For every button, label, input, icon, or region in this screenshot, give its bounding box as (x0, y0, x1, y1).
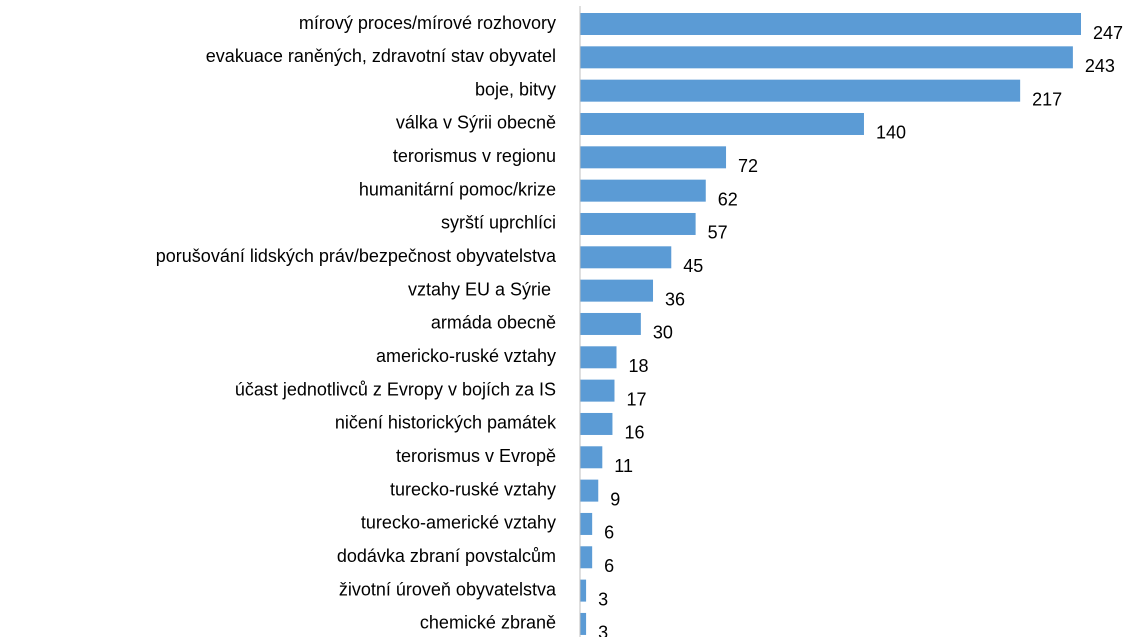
category-label: armáda obecně (431, 313, 556, 333)
bar (580, 79, 1021, 102)
category-label: válka v Sýrii obecně (396, 113, 556, 133)
bar (580, 279, 654, 302)
data-label: 16 (624, 423, 644, 443)
data-label: 72 (738, 156, 758, 176)
data-label: 11 (614, 456, 633, 476)
bar (580, 346, 617, 369)
data-label: 17 (626, 389, 646, 409)
data-label: 9 (610, 489, 620, 509)
data-label: 6 (604, 523, 614, 543)
bar (580, 579, 587, 602)
category-label: porušování lidských práv/bezpečnost obyv… (156, 246, 557, 266)
category-label: syrští uprchlíci (441, 213, 556, 233)
bar (580, 446, 603, 469)
bar (580, 512, 593, 535)
category-label: mírový proces/mírové rozhovory (299, 13, 556, 33)
data-label: 243 (1085, 56, 1115, 76)
category-label: chemické zbraně (420, 613, 556, 633)
data-label: 30 (653, 323, 673, 343)
category-label: účast jednotlivců z Evropy v bojích za I… (235, 379, 556, 399)
category-label: ničení historických památek (335, 413, 557, 433)
data-label: 247 (1093, 23, 1123, 43)
data-label: 57 (708, 223, 728, 243)
bar (580, 46, 1073, 69)
category-label: humanitární pomoc/krize (359, 179, 556, 199)
data-label: 36 (665, 289, 685, 309)
bar (580, 412, 613, 435)
category-label: terorismus v regionu (393, 146, 556, 166)
category-label: dodávka zbraní povstalcům (337, 546, 556, 566)
data-label: 140 (876, 123, 906, 143)
bar (580, 179, 706, 202)
bar (580, 13, 1081, 35)
category-label: turecko-ruské vztahy (390, 479, 556, 499)
bar (580, 146, 727, 169)
bar (580, 246, 672, 269)
category-label: terorismus v Evropě (396, 446, 556, 466)
data-label: 3 (598, 623, 608, 637)
data-label: 62 (718, 189, 738, 209)
category-label: americko-ruské vztahy (376, 346, 556, 366)
data-label: 18 (629, 356, 649, 376)
bar (580, 479, 599, 502)
category-label: životní úroveň obyvatelstva (339, 579, 557, 599)
bar (580, 546, 593, 569)
category-label: turecko-americké vztahy (361, 513, 556, 533)
data-label: 3 (598, 589, 608, 609)
category-label: vztahy EU a Sýrie (408, 279, 556, 299)
data-label: 6 (604, 556, 614, 576)
bar (580, 212, 696, 235)
bar (580, 379, 615, 402)
bar (580, 612, 587, 635)
data-label: 45 (683, 256, 703, 276)
bar (580, 312, 641, 335)
data-label: 217 (1032, 89, 1062, 109)
category-label: boje, bitvy (475, 79, 556, 99)
bar (580, 112, 864, 135)
category-label: evakuace raněných, zdravotní stav obyvat… (206, 46, 556, 66)
